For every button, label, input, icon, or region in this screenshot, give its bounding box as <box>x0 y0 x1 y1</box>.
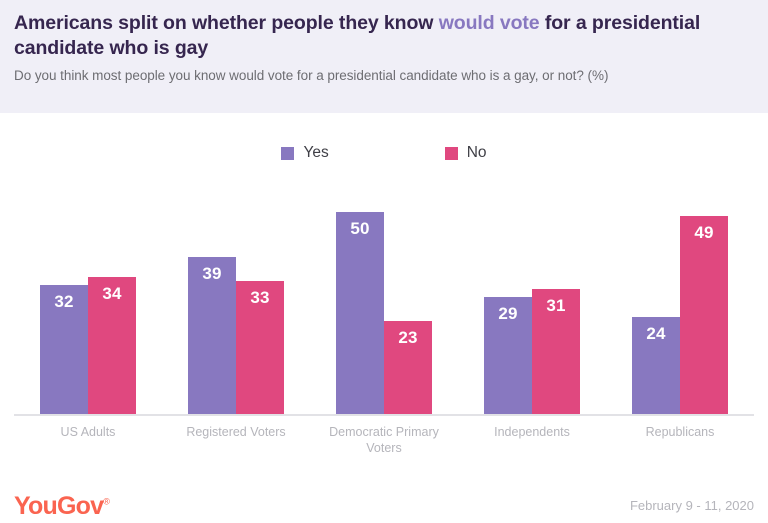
bar-value-label: 33 <box>250 287 270 307</box>
title-highlight: would vote <box>438 12 540 34</box>
legend-swatch-no-icon <box>444 146 458 160</box>
x-axis-labels: US Adults Registered Voters Democratic Pri… <box>14 424 754 456</box>
bar-pair: 24 49 <box>606 180 754 414</box>
bar-pair: 29 31 <box>458 180 606 414</box>
bar-yes[interactable]: 24 <box>632 317 680 414</box>
bar-value-label: 39 <box>202 263 222 283</box>
bar-value-label: 29 <box>498 304 518 323</box>
legend-label-no: No <box>466 144 487 161</box>
bar-yes[interactable]: 29 <box>484 297 532 414</box>
legend-label-yes: Yes <box>303 144 329 161</box>
bar-value-label: 23 <box>398 328 418 348</box>
bar-group: 32 34 <box>14 180 162 414</box>
bar-yes[interactable]: 32 <box>40 284 88 414</box>
chart-header: Americans split on whether people they k… <box>0 0 768 113</box>
registered-mark: ® <box>103 496 110 507</box>
x-axis-label-line: Republicans <box>645 425 715 439</box>
x-axis-label-line: US Adults <box>60 425 116 439</box>
survey-date: February 9 - 11, 2020 <box>629 498 754 513</box>
chart-plot-area: 32 34 39 33 50 23 29 31 24 49 <box>0 180 768 416</box>
x-axis-label-line: Voters <box>366 441 402 455</box>
x-axis-label: Registered Voters <box>162 424 310 456</box>
x-axis-label: Republicans <box>606 424 754 456</box>
title-text-part1: Americans split on whether people they k… <box>14 12 439 34</box>
legend-item-yes[interactable]: Yes <box>281 144 329 162</box>
x-axis-label-line: Democratic Primary <box>329 425 439 439</box>
bar-value-label: 34 <box>102 283 122 303</box>
bar-group: 24 49 <box>606 180 754 414</box>
chart-legend: Yes No <box>0 140 768 166</box>
x-axis-label: Independents <box>458 424 606 456</box>
bar-value-label: 49 <box>694 223 714 243</box>
yougov-logo-text: YouGov <box>14 492 104 520</box>
legend-item-no[interactable]: No <box>444 144 487 162</box>
bar-pair: 39 33 <box>162 180 310 414</box>
legend-swatch-yes-icon <box>281 146 295 160</box>
bar-yes[interactable]: 39 <box>188 256 236 414</box>
bar-no[interactable]: 31 <box>532 288 580 414</box>
title-text-part2: for a presidential candidate who is gay <box>14 12 701 59</box>
bar-pair: 50 23 <box>310 180 458 414</box>
bar-no[interactable]: 23 <box>384 321 432 414</box>
bar-groups: 32 34 39 33 50 23 29 31 24 49 <box>14 180 754 414</box>
bar-pair: 32 34 <box>14 180 162 414</box>
chart-footer: YouGov® February 9 - 11, 2020 <box>0 484 768 523</box>
yougov-logo: YouGov® <box>14 492 110 521</box>
x-axis-label-line: Independents <box>494 425 570 439</box>
x-axis-label-line: Registered Voters <box>186 425 286 439</box>
bar-value-label: 32 <box>54 291 74 311</box>
x-axis-label: Democratic Primary Voters <box>310 424 458 456</box>
bar-no[interactable]: 34 <box>88 276 136 414</box>
x-axis-line <box>14 414 754 416</box>
bar-group: 29 31 <box>458 180 606 414</box>
bar-no[interactable]: 33 <box>236 280 284 414</box>
x-axis-label: US Adults <box>14 424 162 456</box>
bar-yes[interactable]: 50 <box>336 212 384 414</box>
bar-value-label: 31 <box>546 295 566 315</box>
page-title: Americans split on whether people they k… <box>14 11 752 61</box>
bar-group: 50 23 <box>310 180 458 414</box>
bar-group: 39 33 <box>162 180 310 414</box>
chart-subtitle: Do you think most people you know would … <box>14 68 609 83</box>
bar-value-label: 50 <box>350 219 370 239</box>
bar-no[interactable]: 49 <box>680 216 728 414</box>
bar-value-label: 24 <box>646 324 666 344</box>
